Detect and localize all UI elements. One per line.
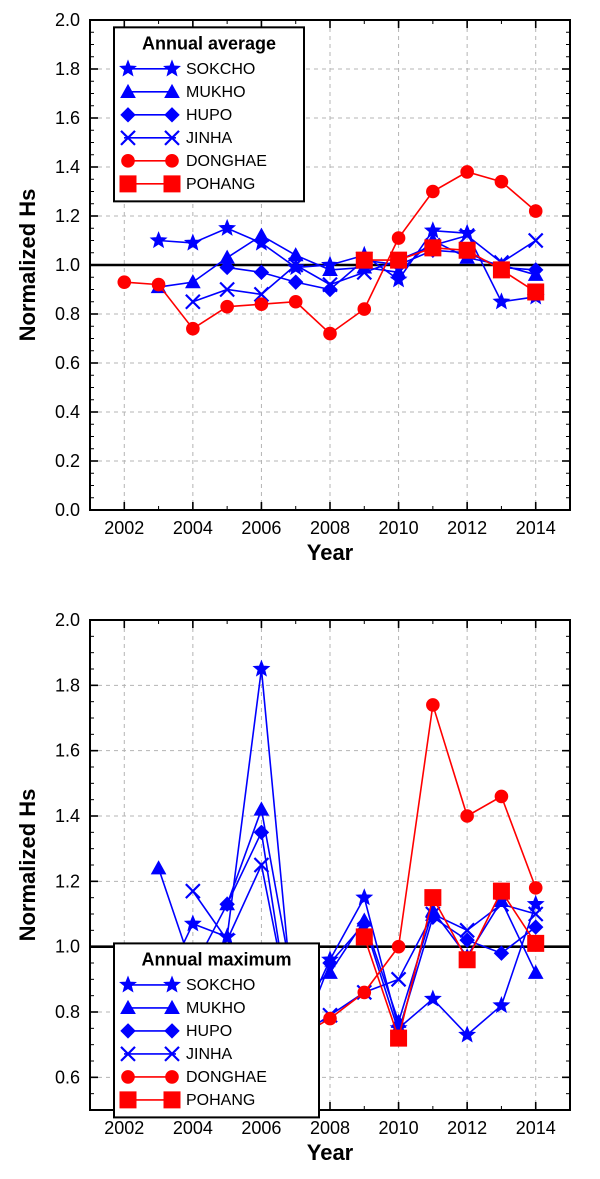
legend: Annual maximum SOKCHO MUKHO HUPO JINHA DONGHA… [114, 943, 319, 1117]
legend-item-label: SOKCHO [186, 977, 255, 994]
ytick-label: 1.0 [55, 937, 80, 957]
legend-title: Annual maximum [141, 949, 291, 969]
ytick-label: 1.8 [55, 675, 80, 695]
legend-item-label: JINHA [186, 1046, 233, 1063]
ytick-label: 0.6 [55, 1067, 80, 1087]
xtick-label: 2010 [379, 1118, 419, 1138]
y-axis-label: Normalized Hs [15, 789, 40, 942]
chart-svg-bottom: 0.6 0.8 1.0 1.2 1.4 1.6 1.8 2.0 2002 2004 2006 2008… [0, 0, 600, 1179]
ytick-label: 1.2 [55, 871, 80, 891]
x-axis-label: Year [307, 1140, 354, 1165]
xtick-label: 2006 [241, 1118, 281, 1138]
xtick-label: 2012 [447, 1118, 487, 1138]
legend-item-label: POHANG [186, 1092, 255, 1109]
ytick-label: 2.0 [55, 610, 80, 630]
xtick-label: 2004 [173, 1118, 213, 1138]
xtick-label: 2014 [516, 1118, 556, 1138]
legend-item-label: HUPO [186, 1023, 232, 1040]
legend-item-label: DONGHAE [186, 1069, 267, 1086]
xtick-label: 2008 [310, 1118, 350, 1138]
ytick-label: 1.6 [55, 741, 80, 761]
ytick-label: 0.8 [55, 1002, 80, 1022]
ytick-label: 1.4 [55, 806, 80, 826]
legend-item-label: MUKHO [186, 1000, 246, 1017]
chart-panel-bottom: 0.6 0.8 1.0 1.2 1.4 1.6 1.8 2.0 2002 2004 2006 2008… [0, 0, 600, 1179]
xtick-label: 2002 [104, 1118, 144, 1138]
